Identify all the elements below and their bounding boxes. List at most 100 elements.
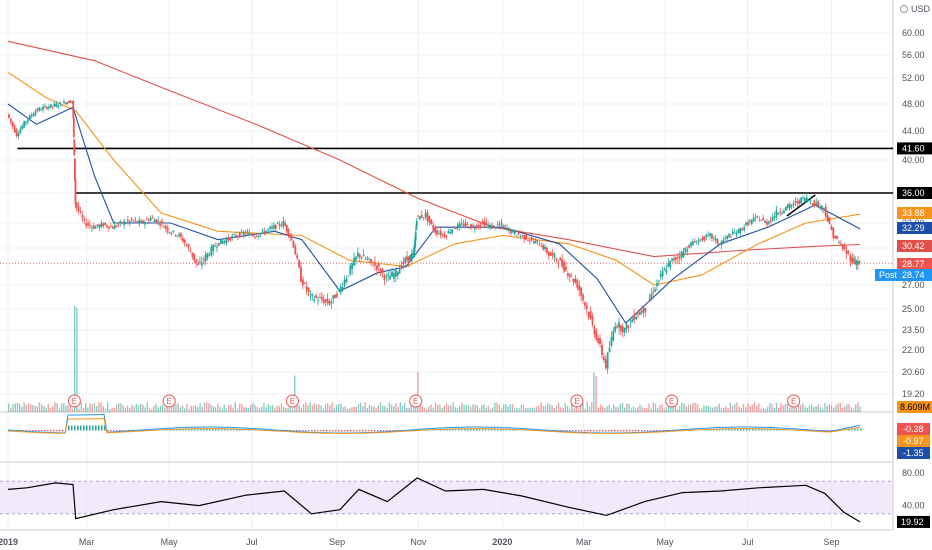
time-tick-label[interactable]: Sep <box>329 537 345 547</box>
price-tick-label[interactable]: 40.00 <box>902 155 925 165</box>
earnings-marker[interactable] <box>67 394 81 408</box>
candle-body <box>747 222 749 226</box>
volume-bar <box>261 406 263 412</box>
earnings-marker-label[interactable]: E <box>574 397 579 406</box>
candle-body <box>269 226 272 229</box>
candle-body <box>161 220 163 224</box>
price-tick-label[interactable]: 56.00 <box>902 50 925 60</box>
earnings-marker[interactable] <box>162 394 176 408</box>
volume-bar <box>118 403 120 412</box>
macd-hist-bar <box>488 429 490 431</box>
volume-bar <box>56 403 58 412</box>
candle-body <box>189 250 192 253</box>
time-tick-label[interactable]: Sep <box>824 537 840 547</box>
candle-body <box>830 225 833 230</box>
price-tick-label[interactable]: 20.60 <box>902 367 925 377</box>
macd-hist-bar <box>827 430 829 431</box>
candle-body <box>474 227 476 230</box>
candle-body <box>383 275 386 280</box>
candle-body <box>714 238 717 241</box>
time-tick-label[interactable]: Jul <box>246 537 258 547</box>
candle-body <box>72 117 75 137</box>
candle-body <box>498 224 501 226</box>
price-tick-label[interactable]: 48.00 <box>902 99 925 109</box>
volume-bar <box>245 407 247 412</box>
macd-hist-bar <box>641 430 643 432</box>
macd-hist-bar <box>449 429 451 431</box>
candle-body <box>798 200 801 204</box>
volume-bar <box>580 405 582 412</box>
earnings-marker-label[interactable]: E <box>72 397 77 406</box>
time-tick-label[interactable]: Mar <box>576 537 592 547</box>
earnings-marker-label[interactable]: E <box>413 397 418 406</box>
earnings-marker-label[interactable]: E <box>669 397 674 406</box>
volume-bar <box>597 407 599 412</box>
volume-bar <box>265 407 267 412</box>
volume-bar <box>789 407 791 412</box>
candle-body <box>654 289 656 292</box>
time-tick-label[interactable]: Mar <box>79 537 95 547</box>
volume-bar <box>87 407 89 412</box>
candle-body <box>407 256 410 262</box>
earnings-marker[interactable] <box>787 394 801 408</box>
macd-hist-bar <box>239 429 241 431</box>
volume-bar <box>617 406 619 412</box>
volume-bar <box>104 408 107 412</box>
volume-bar <box>30 404 32 412</box>
volume-bar <box>322 408 324 412</box>
earnings-marker-label[interactable]: E <box>290 397 295 406</box>
macd-hist-bar <box>182 429 184 431</box>
earnings-marker-label[interactable]: E <box>791 397 796 406</box>
candle-body <box>580 287 583 296</box>
candle-body <box>294 246 297 255</box>
macd-hist-bar <box>485 429 487 431</box>
candle-body <box>705 234 708 238</box>
candle-body <box>83 218 86 221</box>
time-axis[interactable]: 2019 Mar May Jul Sep Nov 2020 Mar May Jul Sep <box>0 537 840 547</box>
volume-bar <box>496 402 498 412</box>
volume-bar <box>23 402 25 412</box>
earnings-marker[interactable] <box>665 394 679 408</box>
candle-body <box>27 119 29 122</box>
price-tick-label[interactable]: 44.00 <box>902 126 925 136</box>
price-tick-label[interactable]: 52.00 <box>902 73 925 83</box>
horizontal-levels[interactable] <box>17 147 893 194</box>
price-tick-label[interactable]: 60.00 <box>902 28 925 38</box>
time-tick-label[interactable]: 2019 <box>0 537 18 547</box>
candle-body <box>610 337 613 346</box>
ma-mid-line <box>7 71 861 286</box>
volume-bar <box>395 403 397 412</box>
price-tick-label[interactable]: 25.00 <box>902 304 925 314</box>
price-tick-label[interactable]: 19.20 <box>902 389 925 399</box>
macd-hist-bar <box>740 429 742 431</box>
volume-bar <box>819 407 822 412</box>
time-tick-label[interactable]: Nov <box>410 537 427 547</box>
volume-bar <box>399 402 401 412</box>
earnings-marker-label[interactable]: E <box>167 397 172 406</box>
time-tick-label[interactable]: 2020 <box>492 537 512 547</box>
volume-bar <box>151 408 153 412</box>
candle-body <box>781 212 784 214</box>
volume-bar <box>657 407 659 412</box>
candle-body <box>788 204 791 209</box>
candle-body <box>549 252 552 256</box>
macd-hist-bar <box>185 429 187 431</box>
candle-body <box>300 266 302 282</box>
candle-body <box>168 232 171 233</box>
earnings-marker[interactable] <box>285 394 299 408</box>
candle-body <box>661 270 664 277</box>
time-tick-label[interactable]: May <box>656 537 674 547</box>
candle-body <box>726 235 729 239</box>
price-tick-label[interactable]: 22.00 <box>902 345 925 355</box>
earnings-marker[interactable] <box>409 394 423 408</box>
volume-bar <box>177 403 179 412</box>
price-tick-label[interactable]: 23.50 <box>902 325 925 335</box>
time-tick-label[interactable]: May <box>161 537 179 547</box>
candle-body <box>854 260 857 265</box>
earnings-marker[interactable] <box>570 394 584 408</box>
time-tick-label[interactable]: Jul <box>742 537 754 547</box>
price-tick-label[interactable]: 27.00 <box>902 280 925 290</box>
candle-body <box>822 207 825 209</box>
